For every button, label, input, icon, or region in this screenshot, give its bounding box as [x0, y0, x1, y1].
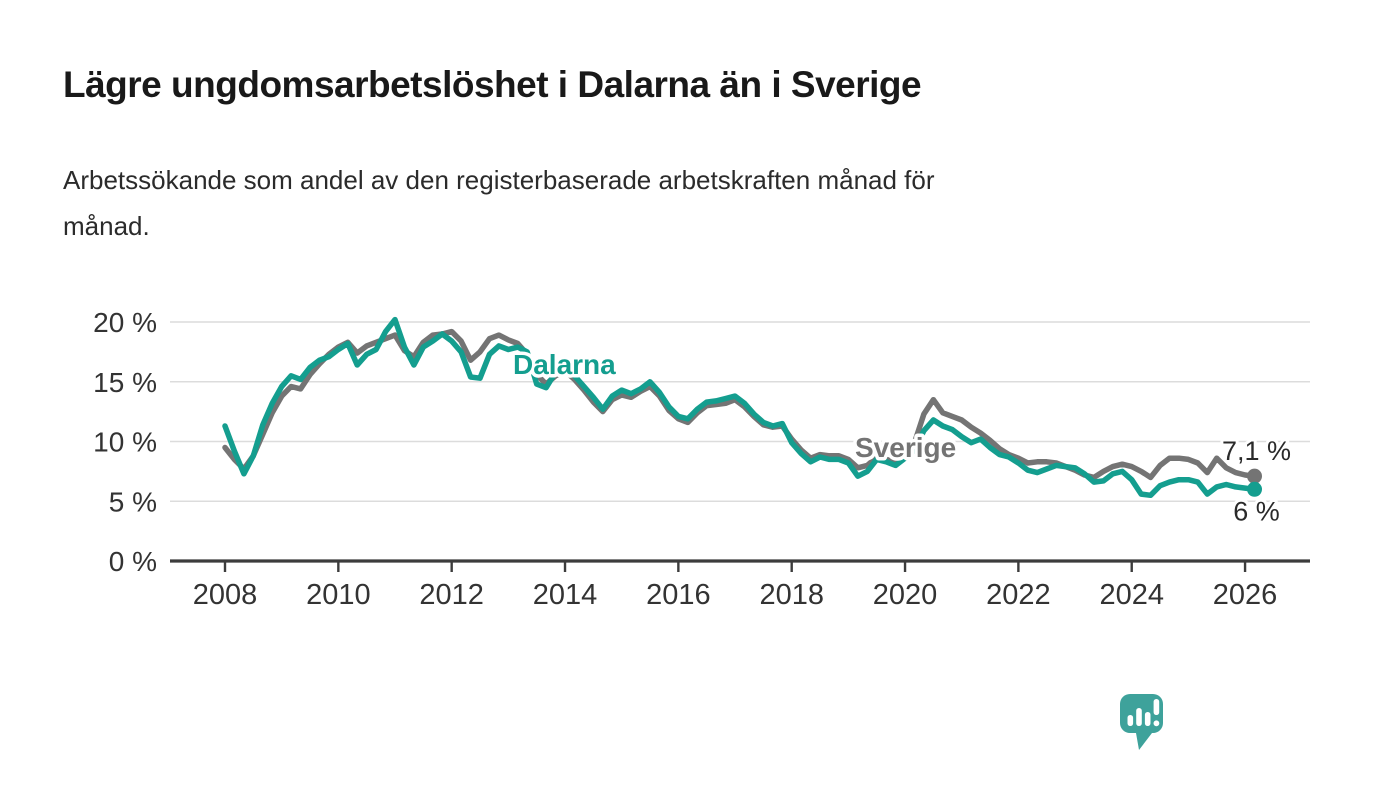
y-axis-label-10: 10 %	[93, 427, 157, 458]
line-chart: 0 % 5 % 10 % 15 % 20 % 2008 2010 2012 2014 2016 20…	[93, 307, 1310, 611]
series-label-sverige: Sverige	[855, 432, 956, 463]
y-axis-label-20: 20 %	[93, 307, 157, 338]
x-axis-label-2022: 2022	[986, 579, 1051, 611]
x-axis-label-2012: 2012	[419, 579, 484, 611]
y-axis-label-15: 15 %	[93, 367, 157, 398]
end-value-label-sverige: 7,1 %	[1222, 436, 1291, 466]
x-axis-label-2016: 2016	[646, 579, 711, 611]
x-axis-label-2008: 2008	[193, 579, 258, 611]
x-axis-label-2010: 2010	[306, 579, 371, 611]
x-axis-label-2014: 2014	[533, 579, 598, 611]
series-line-dalarna	[222, 316, 1258, 499]
y-axis-label-5: 5 %	[109, 486, 157, 517]
end-value-label-dalarna: 6 %	[1233, 496, 1280, 526]
x-axis-label-2024: 2024	[1099, 579, 1164, 611]
series-label-dalarna: Dalarna	[513, 349, 616, 380]
chart-subtitle-line1: Arbetssökande som andel av den registerb…	[63, 165, 935, 195]
series-end-dot-sverige	[1247, 468, 1263, 484]
y-axis-label-0: 0 %	[109, 546, 157, 577]
chart-subtitle: Arbetssökande som andel av den registerb…	[63, 157, 1313, 249]
chart-subtitle-line2: månad.	[63, 211, 150, 241]
page-title: Lägre ungdomsarbetslöshet i Dalarna än i…	[63, 64, 922, 105]
x-axis-label-2018: 2018	[759, 579, 824, 611]
newsworthy-bubble-icon	[1120, 694, 1163, 750]
x-axis-label-2026: 2026	[1213, 579, 1278, 611]
series-line-sverige	[222, 328, 1258, 481]
brand-logo: Newsworthy	[1113, 688, 1373, 750]
series-end-dot-dalarna	[1247, 481, 1263, 497]
x-axis-label-2020: 2020	[873, 579, 938, 611]
